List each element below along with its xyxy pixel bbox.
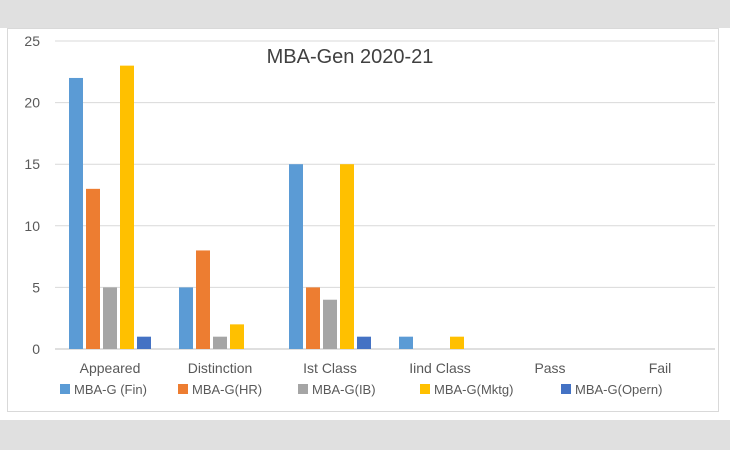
- bars: [69, 65, 464, 350]
- y-tick-label: 20: [24, 95, 40, 111]
- x-tick-label: Distinction: [188, 360, 253, 376]
- bar-appeared-series-2: [103, 287, 117, 349]
- bar-distinction-series-3: [230, 324, 244, 349]
- y-tick-label: 15: [24, 156, 40, 172]
- bar-iind-class-series-3: [450, 336, 464, 349]
- legend-item: MBA-G (Fin): [60, 382, 147, 397]
- legend-item: MBA-G(Opern): [561, 382, 662, 397]
- y-tick-label: 0: [32, 341, 40, 357]
- bar-distinction-series-1: [196, 250, 210, 349]
- bar-appeared-series-0: [69, 77, 83, 350]
- y-tick-label: 25: [24, 33, 40, 49]
- y-tick-label: 10: [24, 218, 40, 234]
- bar-ist-class-series-4: [357, 336, 371, 349]
- bar-ist-class-series-0: [289, 164, 303, 349]
- legend-swatch: [178, 384, 188, 394]
- legend-item: MBA-G(HR): [178, 382, 262, 397]
- bar-appeared-series-1: [86, 188, 100, 349]
- legend-label: MBA-G(Mktg): [434, 382, 513, 397]
- legend-label: MBA-G (Fin): [74, 382, 147, 397]
- bar-ist-class-series-1: [306, 287, 320, 349]
- gridlines: [55, 40, 715, 350]
- x-tick-label: Iind Class: [409, 360, 470, 376]
- legend-label: MBA-G(HR): [192, 382, 262, 397]
- legend-label: MBA-G(Opern): [575, 382, 662, 397]
- legend-label: MBA-G(IB): [312, 382, 376, 397]
- legend-item: MBA-G(Mktg): [420, 382, 513, 397]
- x-axis-ticks: Appeared Distinction Ist Class Iind Class Pa…: [80, 360, 672, 376]
- chart-title: MBA-Gen 2020-21: [267, 46, 434, 68]
- x-tick-label: Appeared: [80, 360, 141, 376]
- bar-appeared-series-3: [120, 65, 134, 349]
- chart-card: 0 5 10 15 20 25 Appeared Distinction Ist Class I…: [0, 28, 730, 420]
- legend-swatch: [298, 384, 308, 394]
- y-axis-ticks: 0 5 10 15 20 25: [24, 33, 40, 357]
- y-tick-label: 5: [32, 279, 40, 295]
- legend-swatch: [420, 384, 430, 394]
- x-tick-label: Ist Class: [303, 360, 357, 376]
- bar-iind-class-series-0: [399, 336, 413, 349]
- x-tick-label: Pass: [534, 360, 565, 376]
- bar-appeared-series-4: [137, 336, 151, 349]
- bar-distinction-series-0: [179, 287, 193, 349]
- legend-swatch: [561, 384, 571, 394]
- legend: MBA-G (Fin) MBA-G(HR) MBA-G(IB) MBA-G(Mktg)…: [60, 382, 662, 397]
- x-tick-label: Fail: [649, 360, 672, 376]
- legend-item: MBA-G(IB): [298, 382, 376, 397]
- legend-swatch: [60, 384, 70, 394]
- bar-ist-class-series-2: [323, 299, 337, 349]
- bar-distinction-series-2: [213, 336, 227, 349]
- bar-chart: 0 5 10 15 20 25 Appeared Distinction Ist Class I…: [24, 33, 715, 397]
- bar-ist-class-series-3: [340, 164, 354, 349]
